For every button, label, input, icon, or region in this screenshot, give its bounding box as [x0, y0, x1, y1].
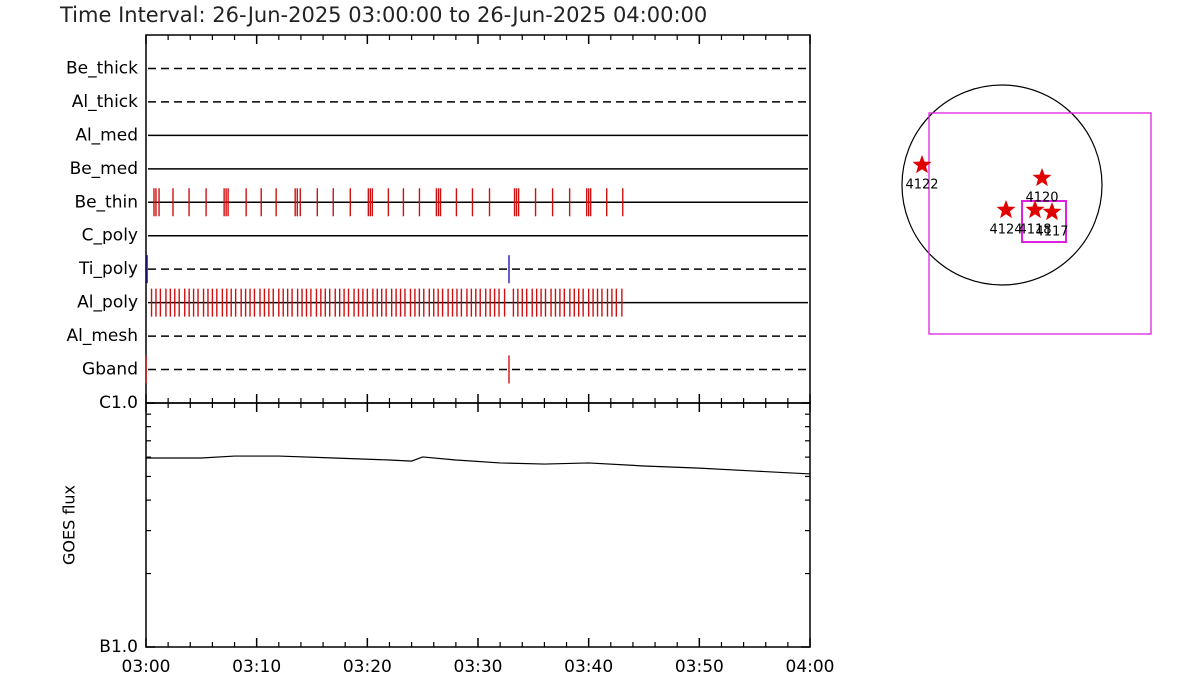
solar-disk	[901, 84, 1103, 286]
region-label: 4118	[1018, 223, 1051, 238]
x-tick-label: 03:40	[564, 657, 613, 677]
row-label: Be_thick	[66, 58, 138, 78]
region-label: 4117	[1035, 225, 1068, 240]
row-label: Al_thick	[72, 92, 138, 112]
fov-box	[1021, 200, 1067, 243]
goes-curve	[146, 455, 811, 475]
row-label: Al_med	[75, 125, 138, 145]
row-label: Ti_poly	[78, 259, 138, 279]
row-label: Al_mesh	[66, 326, 138, 346]
row-label: Gband	[82, 360, 138, 380]
y-tick-label: B1.0	[99, 637, 138, 657]
row-label: C_poly	[82, 226, 138, 246]
y-tick-label: C1.0	[99, 393, 138, 413]
panel-frame	[145, 34, 811, 404]
x-tick-label: 04:00	[786, 657, 835, 677]
active-region	[1032, 168, 1052, 187]
region-label: 4122	[905, 178, 938, 193]
fov-box	[928, 112, 1152, 335]
row-label: Al_poly	[77, 293, 138, 313]
panel-frame	[145, 402, 811, 648]
chart-title: Time Interval: 26-Jun-2025 03:00:00 to 2…	[59, 3, 707, 27]
y-axis-label: GOES flux	[60, 485, 79, 565]
x-tick-label: 03:10	[232, 657, 281, 677]
region-label: 4120	[1025, 191, 1058, 206]
row-label: Be_med	[70, 159, 138, 179]
active-region	[996, 200, 1016, 219]
active-region	[1025, 200, 1045, 219]
x-tick-label: 03:00	[122, 657, 171, 677]
x-tick-label: 03:50	[675, 657, 724, 677]
active-region	[1042, 202, 1062, 221]
x-tick-label: 03:20	[343, 657, 392, 677]
row-label: Be_thin	[74, 192, 138, 212]
region-label: 4124	[989, 223, 1022, 238]
x-tick-label: 03:30	[454, 657, 503, 677]
active-region	[912, 155, 932, 174]
